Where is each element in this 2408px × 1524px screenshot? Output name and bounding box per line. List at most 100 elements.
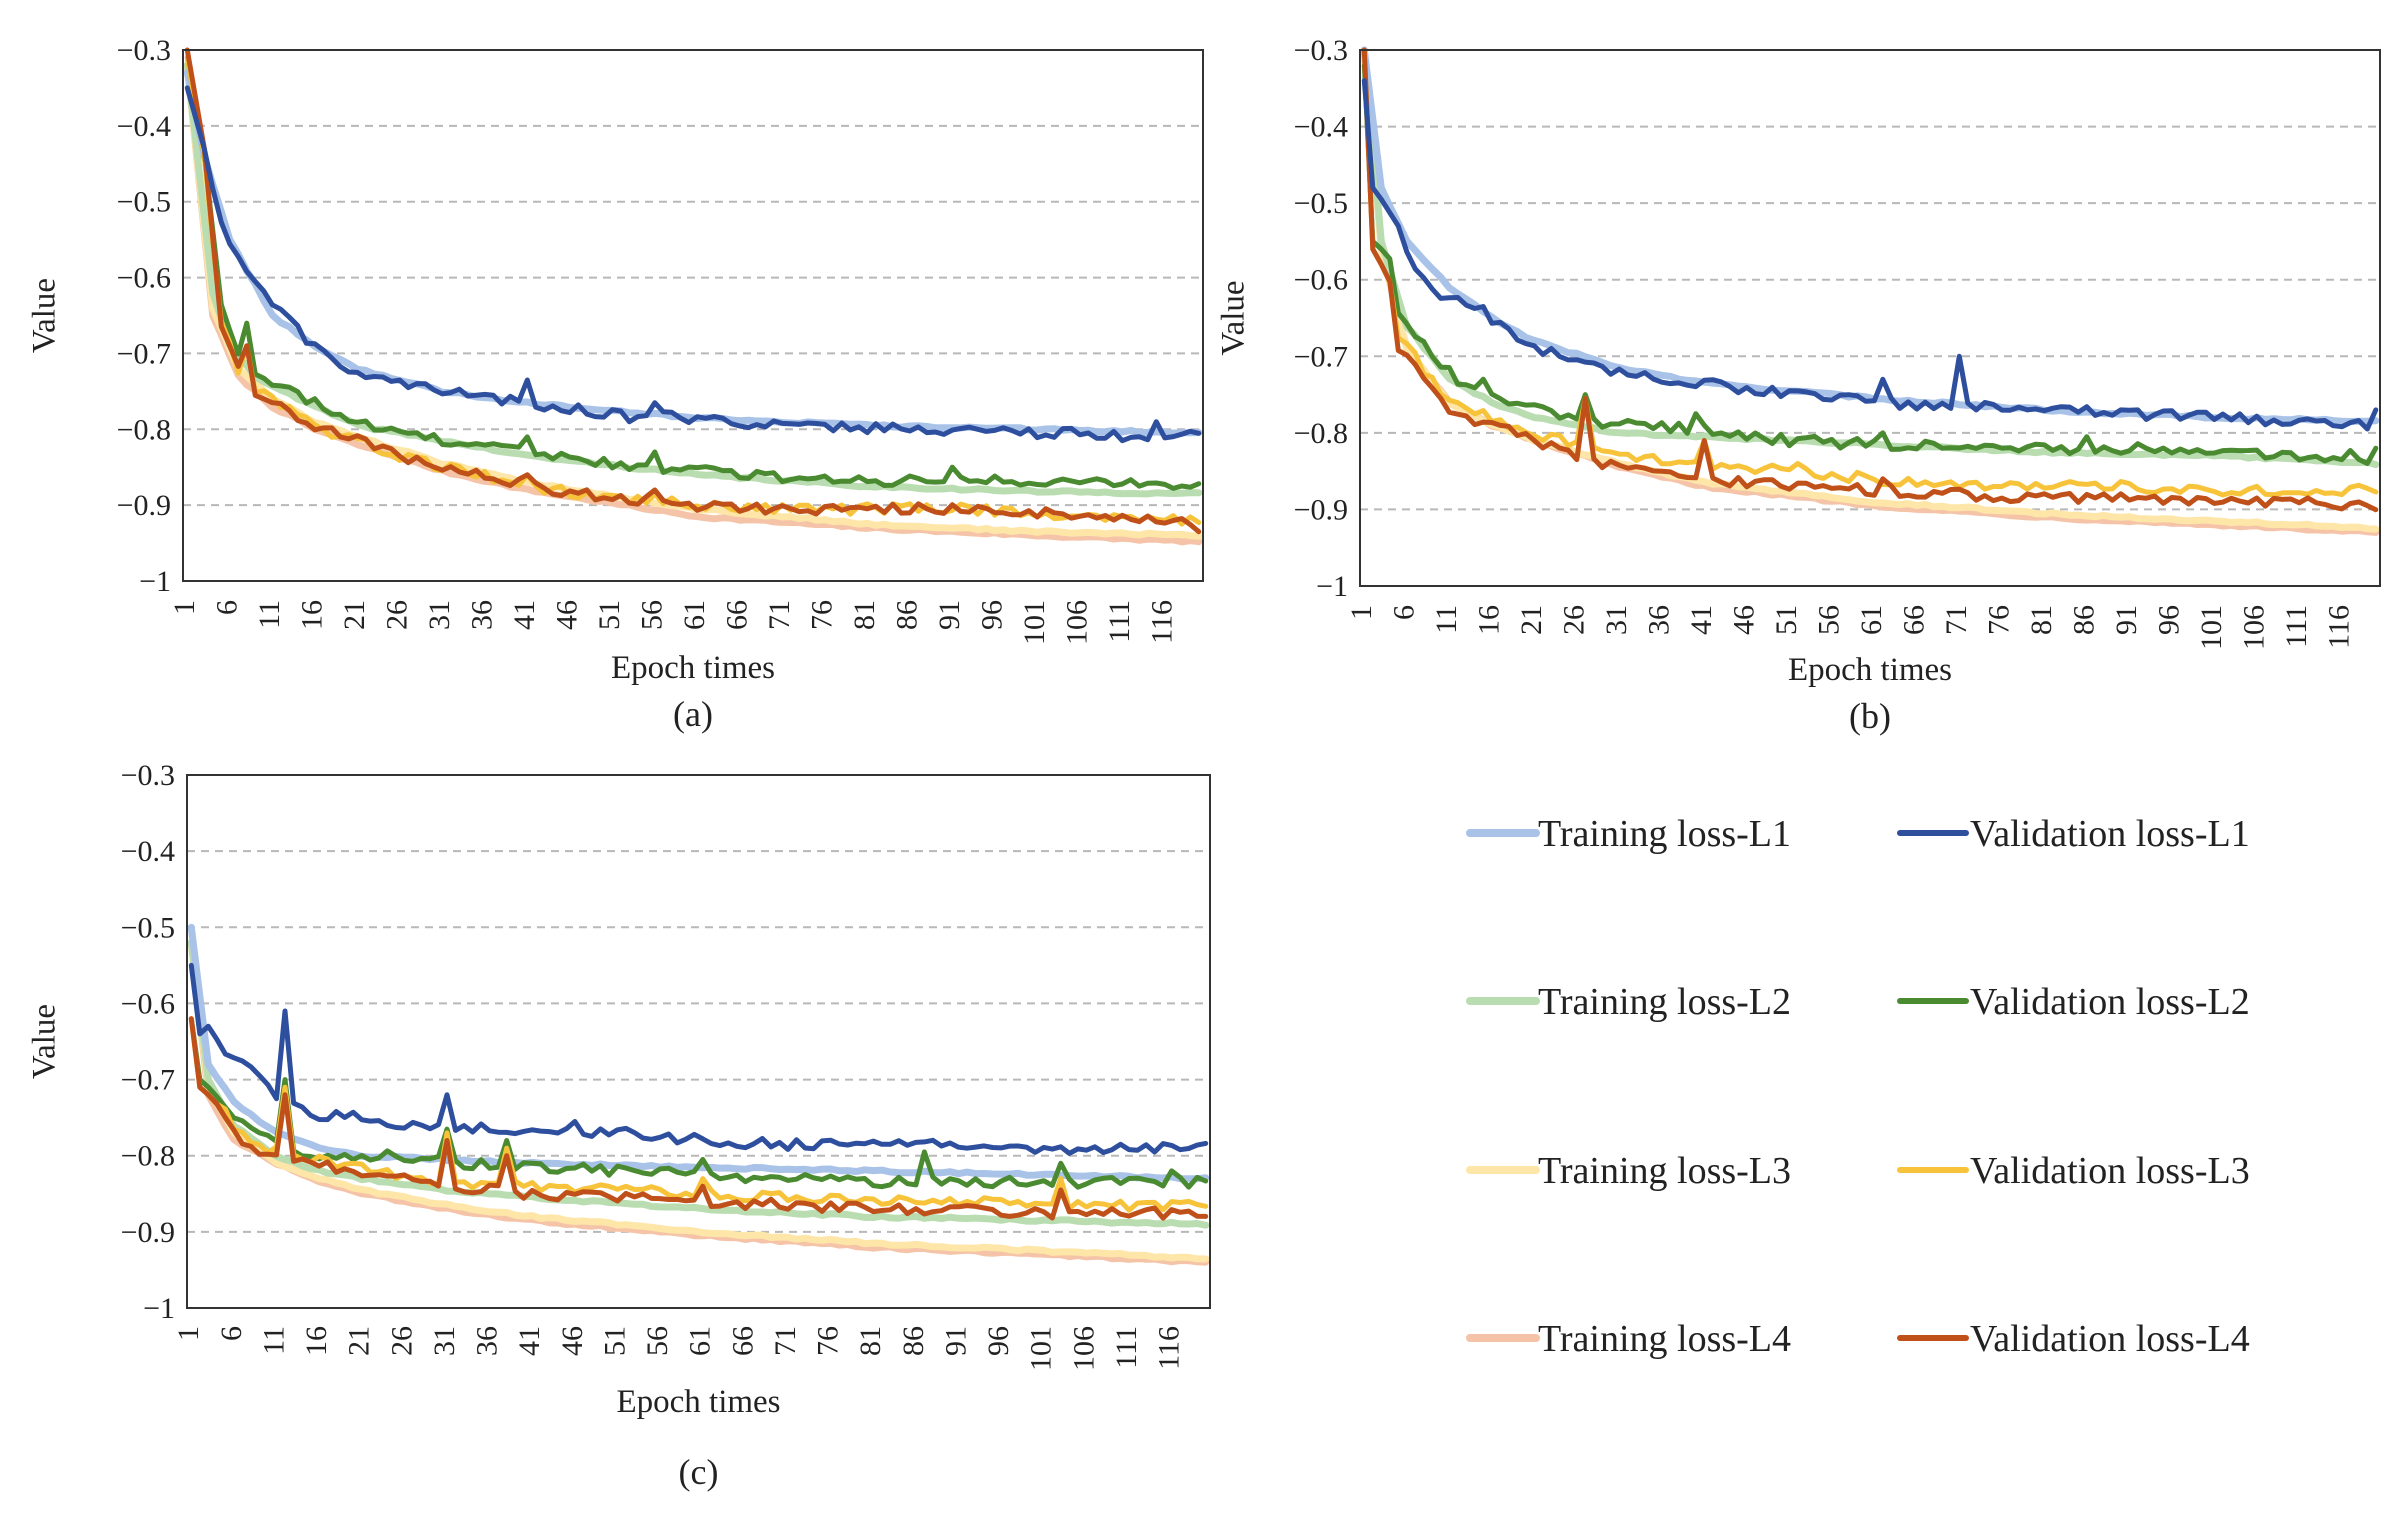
series-line-train_l1 (1360, 46, 2380, 425)
x-tick-label: 6 (211, 600, 244, 615)
x-tick-label: 116 (1146, 600, 1179, 644)
x-tick-label: 91 (939, 1326, 972, 1356)
x-tick-label: 56 (1813, 605, 1846, 635)
y-tick-label: −1 (1316, 570, 1348, 603)
y-tick-label: −1 (139, 565, 171, 598)
series-line-train_l2 (187, 939, 1210, 1229)
series-line-train_l1 (187, 923, 1210, 1183)
y-tick-label: −0.4 (121, 835, 175, 868)
x-tick-label: 96 (982, 1326, 1015, 1356)
series-line-val_l1 (184, 85, 1202, 444)
x-tick-label: 56 (641, 1326, 674, 1356)
x-tick-label: 6 (1388, 605, 1421, 620)
x-tick-label: 111 (1103, 600, 1136, 643)
x-tick-label: 11 (253, 600, 286, 629)
x-tick-label: 16 (300, 1326, 333, 1356)
x-tick-label: 31 (423, 600, 456, 630)
x-axis-label: Epoch times (616, 1384, 780, 1420)
x-tick-label: 11 (257, 1326, 290, 1355)
legend-label-train_l1: Training loss-L1 (1538, 813, 1791, 855)
x-tick-label: 71 (763, 600, 796, 630)
y-tick-label: −0.4 (1294, 111, 1348, 144)
series-line-val_l3 (184, 55, 1202, 527)
y-tick-label: −0.7 (1294, 340, 1348, 373)
y-tick-label: −0.8 (121, 1140, 175, 1173)
y-tick-label: −0.9 (121, 1216, 175, 1249)
legend-label-train_l2: Training loss-L2 (1538, 981, 1791, 1023)
x-tick-label: 1 (168, 600, 201, 615)
y-tick-label: −0.7 (117, 337, 171, 370)
series-line-val_l3 (1361, 47, 2379, 498)
x-tick-label: 51 (598, 1326, 631, 1356)
series-line-train_l3 (187, 939, 1210, 1263)
series-line-val_l2 (184, 55, 1202, 491)
y-tick-label: −0.7 (121, 1064, 175, 1097)
x-tick-label: 106 (2238, 605, 2271, 650)
plot-frame (182, 49, 1204, 582)
x-tick-label: 91 (2110, 605, 2143, 635)
x-tick-label: 106 (1061, 600, 1094, 645)
x-tick-label: 86 (891, 600, 924, 630)
x-tick-label: 21 (1515, 605, 1548, 635)
x-tick-label: 76 (1983, 605, 2016, 635)
y-tick-label: −0.6 (1294, 264, 1348, 297)
x-tick-label: 86 (897, 1326, 930, 1356)
x-tick-label: 31 (428, 1326, 461, 1356)
panel-caption: (c) (679, 1452, 719, 1492)
x-tick-label: 101 (2195, 605, 2228, 650)
chart-panel-b: −0.3−0.4−0.5−0.6−0.7−0.8−0.9−11 6 11 16 21 26… (1216, 34, 2381, 736)
plot-frame (186, 774, 1211, 1309)
y-tick-label: −0.6 (117, 262, 171, 295)
chart-panel-c: −0.3−0.4−0.5−0.6−0.7−0.8−0.9−11 6 11 16 21 26… (27, 759, 1211, 1492)
x-tick-label: 81 (848, 600, 881, 630)
y-tick-label: −0.6 (121, 987, 175, 1020)
x-tick-label: 111 (2280, 605, 2313, 648)
series-line-train_l4 (187, 939, 1210, 1266)
y-axis-label: Value (1216, 280, 1252, 355)
y-tick-label: −0.9 (1294, 493, 1348, 526)
series-line-val_l2 (1361, 62, 2379, 466)
legend-label-val_l1: Validation loss-L1 (1970, 813, 2250, 855)
x-tick-label: 21 (338, 600, 371, 630)
series-line-train_l4 (1360, 46, 2380, 536)
series-line-val_l3 (188, 1016, 1209, 1213)
panel-caption: (b) (1849, 696, 1891, 736)
x-tick-label: 1 (1345, 605, 1378, 620)
y-tick-label: −0.5 (1294, 187, 1348, 220)
x-tick-label: 66 (726, 1326, 759, 1356)
x-tick-label: 56 (636, 600, 669, 630)
y-tick-label: −1 (143, 1292, 175, 1325)
x-tick-label: 36 (1643, 605, 1676, 635)
x-tick-label: 41 (513, 1326, 546, 1356)
chart-panel-a: −0.3−0.4−0.5−0.6−0.7−0.8−0.9−11 6 11 16 21 26… (27, 34, 1204, 734)
x-tick-label: 76 (806, 600, 839, 630)
x-tick-label: 61 (1855, 605, 1888, 635)
series-line-val_l4 (184, 47, 1202, 535)
x-tick-label: 46 (556, 1326, 589, 1356)
x-tick-label: 16 (1473, 605, 1506, 635)
y-tick-label: −0.9 (117, 489, 171, 522)
y-axis-label: Value (27, 1004, 63, 1079)
x-tick-label: 101 (1025, 1326, 1058, 1371)
x-tick-label: 21 (343, 1326, 376, 1356)
plot-frame (1359, 49, 2381, 587)
x-tick-label: 6 (215, 1326, 248, 1341)
y-tick-label: −0.3 (1294, 34, 1348, 67)
y-tick-label: −0.5 (117, 186, 171, 219)
legend-label-train_l3: Training loss-L3 (1538, 1150, 1791, 1192)
x-tick-label: 66 (721, 600, 754, 630)
x-tick-label: 96 (976, 600, 1009, 630)
series-line-val_l4 (188, 1016, 1209, 1221)
x-tick-label: 51 (1770, 605, 1803, 635)
x-tick-label: 46 (551, 600, 584, 630)
x-axis-label: Epoch times (611, 650, 775, 686)
x-tick-label: 91 (933, 600, 966, 630)
x-tick-label: 66 (1898, 605, 1931, 635)
x-tick-label: 26 (385, 1326, 418, 1356)
x-tick-label: 111 (1110, 1326, 1143, 1369)
y-tick-label: −0.4 (117, 110, 171, 143)
x-tick-label: 81 (2025, 605, 2058, 635)
x-tick-label: 1 (172, 1326, 205, 1341)
x-tick-label: 26 (1558, 605, 1591, 635)
x-axis-label: Epoch times (1788, 652, 1952, 688)
